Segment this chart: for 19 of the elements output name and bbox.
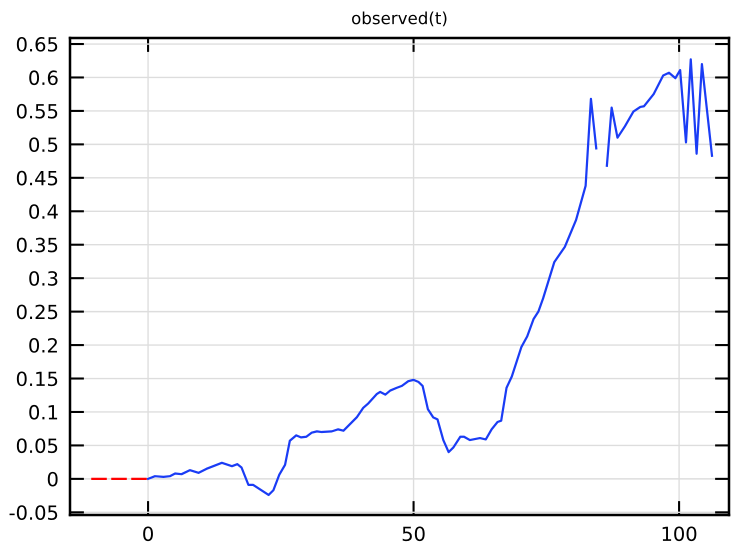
x-tick-label: 50: [402, 526, 425, 542]
x-tick-label: 100: [662, 526, 696, 542]
y-tick-label: 0.4: [29, 204, 58, 219]
y-tick-label: 0.35: [16, 238, 58, 252]
y-tick-label: 0: [48, 472, 58, 487]
chart-title: observed(t): [352, 11, 446, 26]
y-tick-label: -0.05: [10, 505, 58, 520]
y-tick-label: 0.25: [16, 304, 58, 320]
y-tick-label: 0.15: [16, 371, 58, 386]
y-tick-label: 0.2: [29, 338, 57, 353]
y-tick-label: 0.05: [16, 438, 58, 454]
y-tick-label: 0.5: [29, 137, 58, 152]
y-tick-label: 0.45: [16, 170, 58, 186]
y-tick-label: 0.55: [16, 104, 58, 119]
y-tick-label: 0.65: [16, 36, 58, 52]
y-tick-label: 0.6: [29, 70, 58, 86]
y-tick-label: 0.1: [29, 404, 58, 420]
y-tick-label: 0.3: [29, 271, 58, 286]
x-tick-label: 0: [143, 526, 153, 542]
